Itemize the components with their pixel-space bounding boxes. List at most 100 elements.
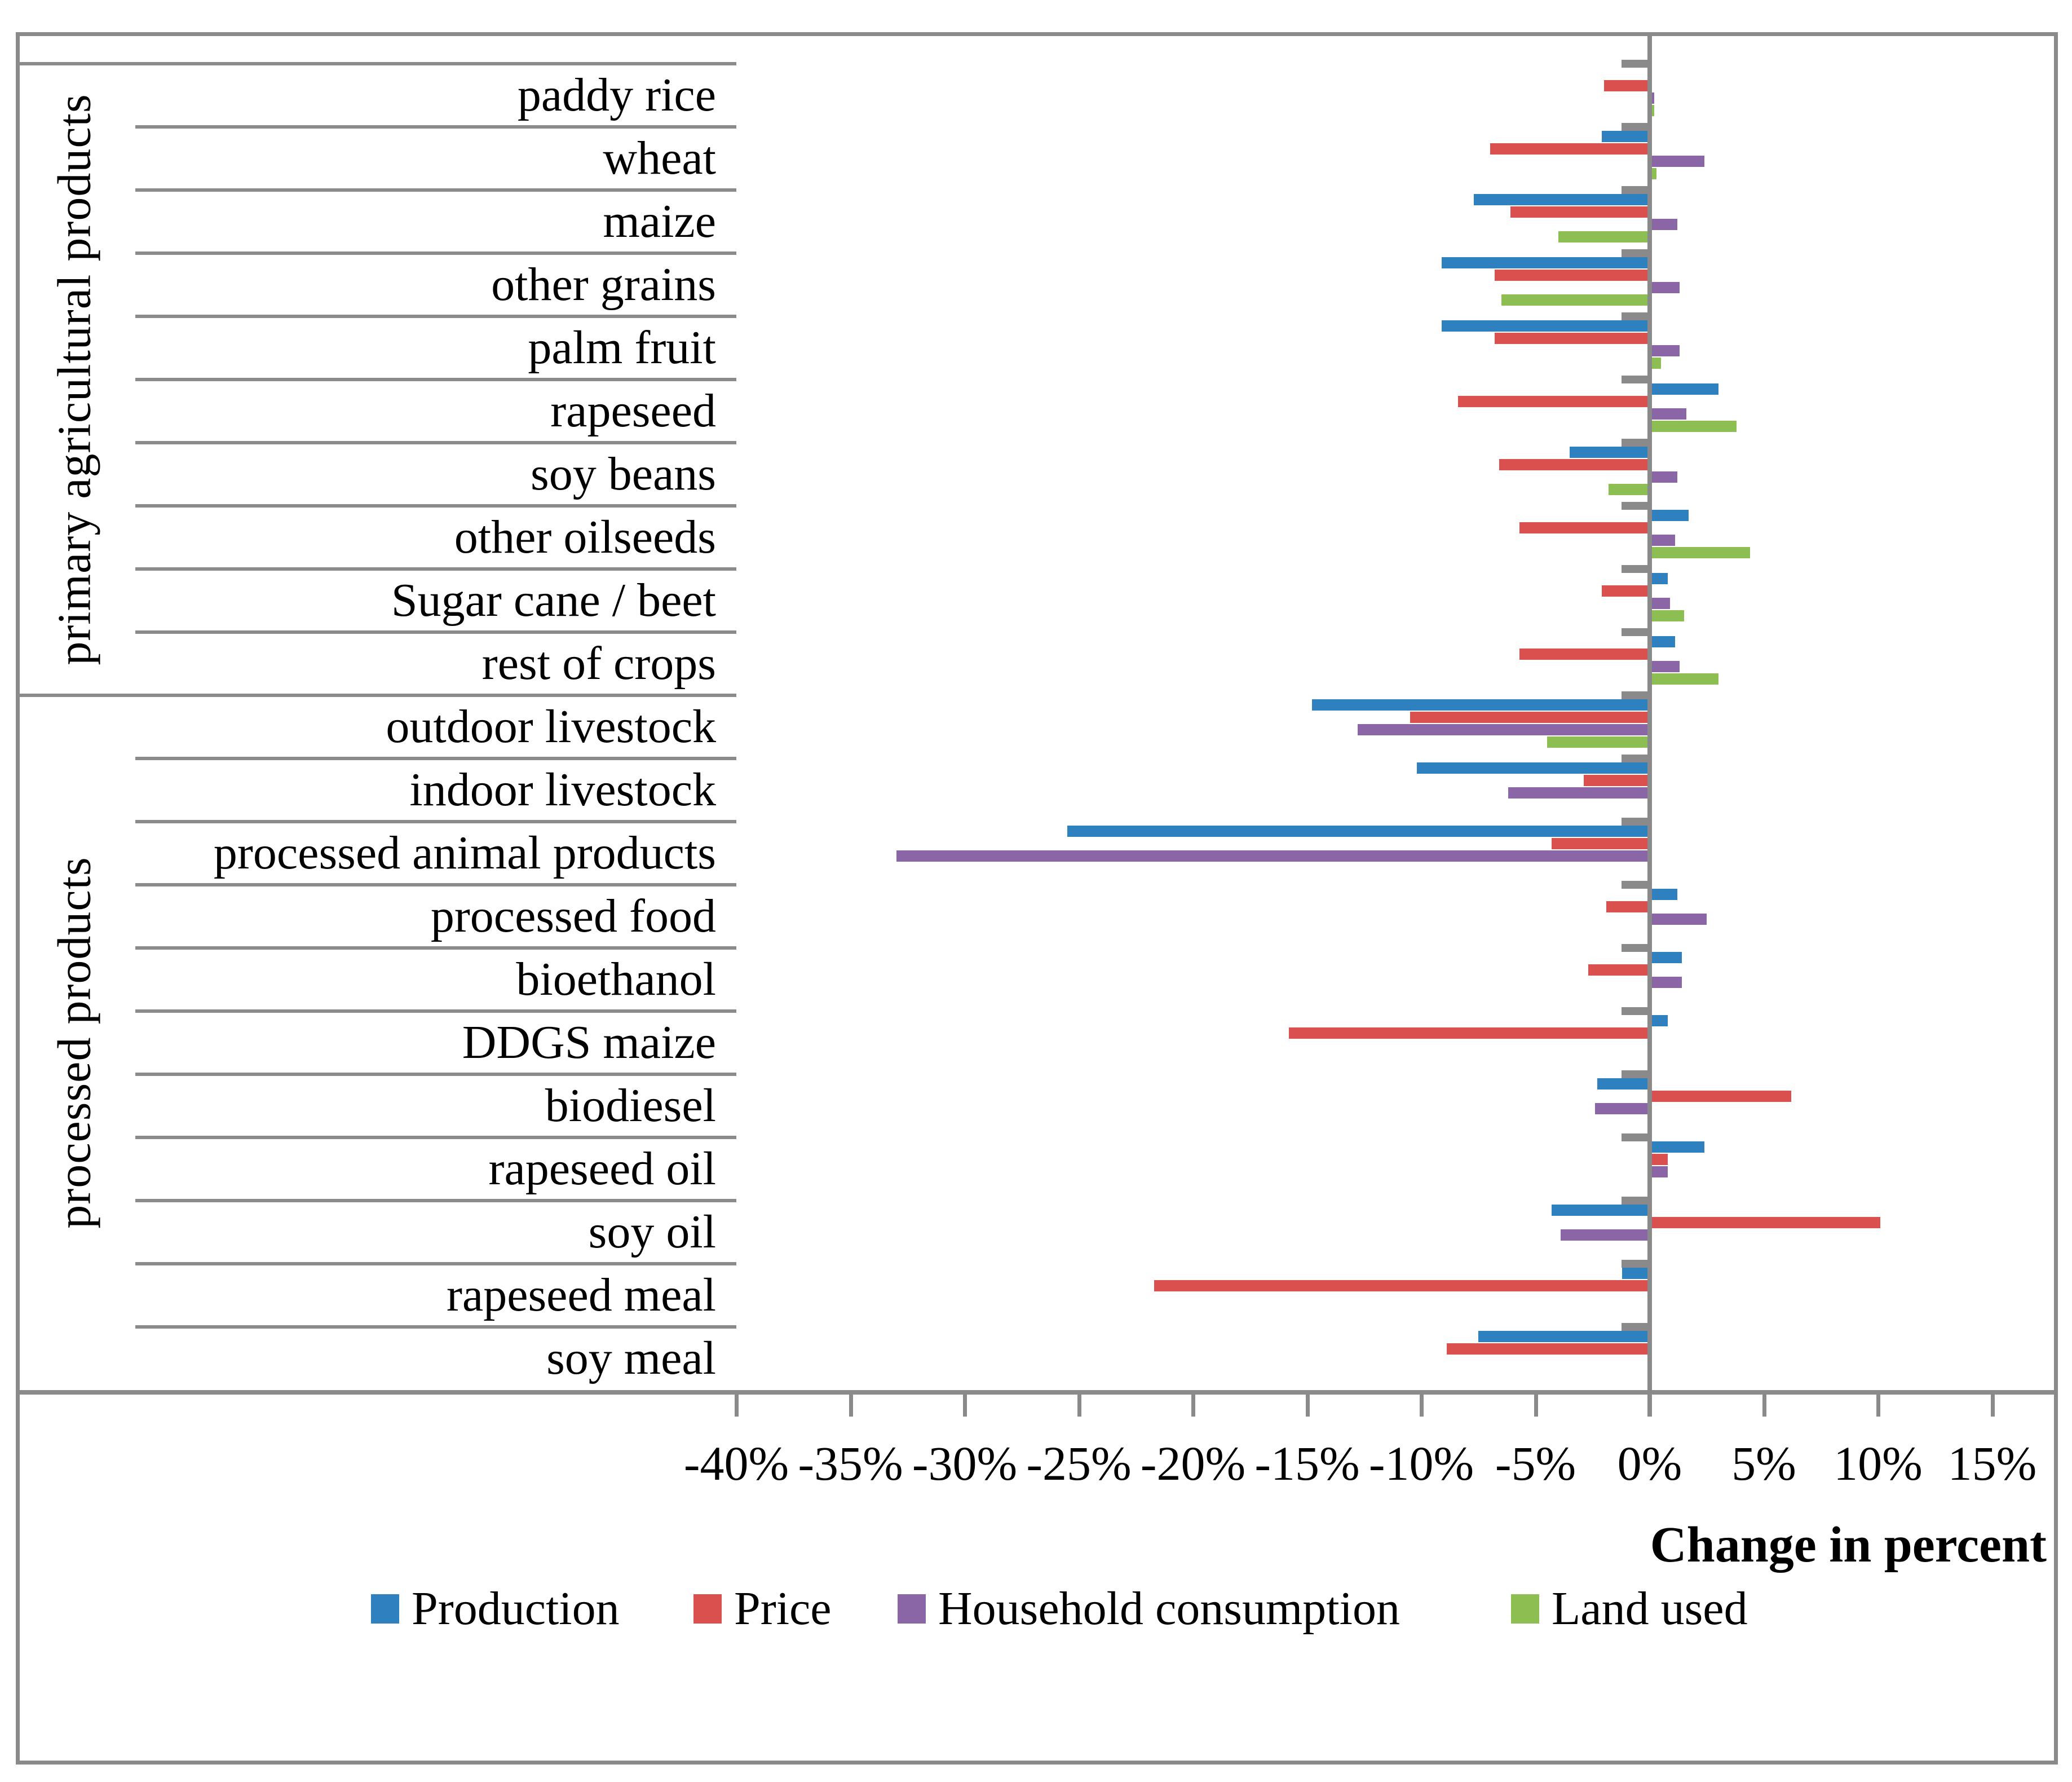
bar-price xyxy=(1510,206,1650,218)
axis-row-notch xyxy=(1622,60,1647,68)
bar-production xyxy=(1650,383,1718,395)
bar-production xyxy=(1650,510,1689,521)
bar-production xyxy=(1570,447,1650,458)
bar-production xyxy=(1311,699,1650,711)
axis-row-notch xyxy=(1622,439,1647,447)
category-label: soy beans xyxy=(531,448,716,500)
legend-swatch-icon xyxy=(898,1594,926,1624)
legend-item-land-used: Land used xyxy=(1511,1583,1748,1634)
category-label: other grains xyxy=(491,258,716,311)
bar-land-used xyxy=(1650,421,1737,432)
bar-land-used xyxy=(1650,358,1662,369)
category-label: paddy rice xyxy=(517,69,716,121)
row-separator-line xyxy=(135,504,736,508)
bar-production xyxy=(1442,257,1650,268)
bar-price xyxy=(1494,270,1650,281)
category-label: biodiesel xyxy=(545,1079,716,1132)
category-label: indoor livestock xyxy=(409,764,716,816)
bar-price xyxy=(1650,1154,1668,1165)
x-tick-label: -25% xyxy=(1026,1436,1132,1490)
bar-production xyxy=(1650,1015,1668,1026)
x-axis-tick xyxy=(1762,1390,1766,1417)
bar-household-consumption xyxy=(1650,535,1675,546)
bar-land-used xyxy=(1650,547,1751,558)
legend-label: Household consumption xyxy=(938,1582,1400,1635)
category-label: wheat xyxy=(603,132,716,184)
bar-production xyxy=(1650,1141,1705,1153)
bar-production xyxy=(1478,1331,1650,1342)
x-axis-tick xyxy=(963,1390,967,1417)
bar-household-consumption xyxy=(1650,219,1677,230)
bar-price xyxy=(1601,585,1650,597)
category-label: Sugar cane / beet xyxy=(391,574,716,627)
bar-household-consumption xyxy=(1508,787,1650,799)
bar-household-consumption xyxy=(896,850,1650,862)
legend-label: Land used xyxy=(1552,1582,1748,1635)
bar-price xyxy=(1519,649,1650,660)
bar-price xyxy=(1583,775,1650,786)
bar-production xyxy=(1650,952,1682,963)
category-label: maize xyxy=(603,195,716,248)
bar-production xyxy=(1650,573,1668,584)
bar-price xyxy=(1551,838,1650,849)
axis-row-notch xyxy=(1622,755,1647,762)
x-tick-label: -35% xyxy=(798,1436,903,1490)
bar-household-consumption xyxy=(1650,1166,1668,1177)
bar-price xyxy=(1446,1343,1650,1355)
bar-household-consumption xyxy=(1561,1229,1650,1241)
chart-border-right xyxy=(2054,32,2058,1765)
axis-row-notch xyxy=(1622,312,1647,320)
legend-label: Production xyxy=(412,1582,620,1635)
axis-row-notch xyxy=(1622,944,1647,952)
category-label: outdoor livestock xyxy=(386,700,716,753)
bar-household-consumption xyxy=(1650,661,1680,672)
legend-swatch-icon xyxy=(693,1594,722,1624)
axis-row-notch xyxy=(1622,1260,1647,1268)
group-label-processed-products: processed products xyxy=(48,857,101,1229)
row-separator-line xyxy=(135,315,736,318)
chart-border-bottom xyxy=(16,1761,2058,1765)
row-separator-line xyxy=(135,946,736,950)
axis-row-notch xyxy=(1622,1323,1647,1331)
bar-household-consumption xyxy=(1650,156,1705,167)
bar-price xyxy=(1499,459,1650,470)
bar-household-consumption xyxy=(1650,408,1686,420)
row-separator-line xyxy=(135,1073,736,1076)
row-separator-line xyxy=(135,630,736,634)
x-axis-tick xyxy=(1990,1390,1995,1417)
x-tick-label: -5% xyxy=(1495,1436,1576,1490)
bar-household-consumption xyxy=(1357,724,1650,735)
row-separator-line xyxy=(135,1199,736,1202)
x-tick-label: -15% xyxy=(1254,1436,1360,1490)
zero-axis-line xyxy=(1647,32,1652,1417)
group-boundary-line xyxy=(16,62,736,65)
bar-price xyxy=(1457,396,1650,407)
bar-household-consumption xyxy=(1594,1103,1650,1114)
bar-household-consumption xyxy=(1650,92,1655,104)
row-separator-line xyxy=(135,1136,736,1139)
category-label: soy meal xyxy=(546,1332,716,1384)
axis-row-notch xyxy=(1622,565,1647,573)
axis-row-notch xyxy=(1622,1007,1647,1015)
chart-border-left xyxy=(16,32,20,1765)
x-axis-tick xyxy=(1876,1390,1880,1417)
bar-land-used xyxy=(1501,294,1650,306)
bar-production xyxy=(1597,1078,1650,1090)
bar-household-consumption xyxy=(1650,598,1671,609)
bar-land-used xyxy=(1650,105,1655,116)
row-separator-line xyxy=(135,1325,736,1329)
row-separator-line xyxy=(135,378,736,381)
x-tick-label: -40% xyxy=(683,1436,789,1490)
row-separator-line xyxy=(135,252,736,255)
row-separator-line xyxy=(135,820,736,823)
category-label: DDGS maize xyxy=(462,1016,716,1069)
bar-production xyxy=(1650,889,1677,900)
bar-household-consumption xyxy=(1650,282,1680,293)
category-label: processed food xyxy=(430,890,716,942)
axis-row-notch xyxy=(1622,881,1647,889)
axis-row-notch xyxy=(1622,1133,1647,1141)
bar-price xyxy=(1494,333,1650,344)
bar-production xyxy=(1622,1268,1650,1279)
category-label: processed animal products xyxy=(213,827,716,879)
bar-production xyxy=(1416,762,1650,774)
